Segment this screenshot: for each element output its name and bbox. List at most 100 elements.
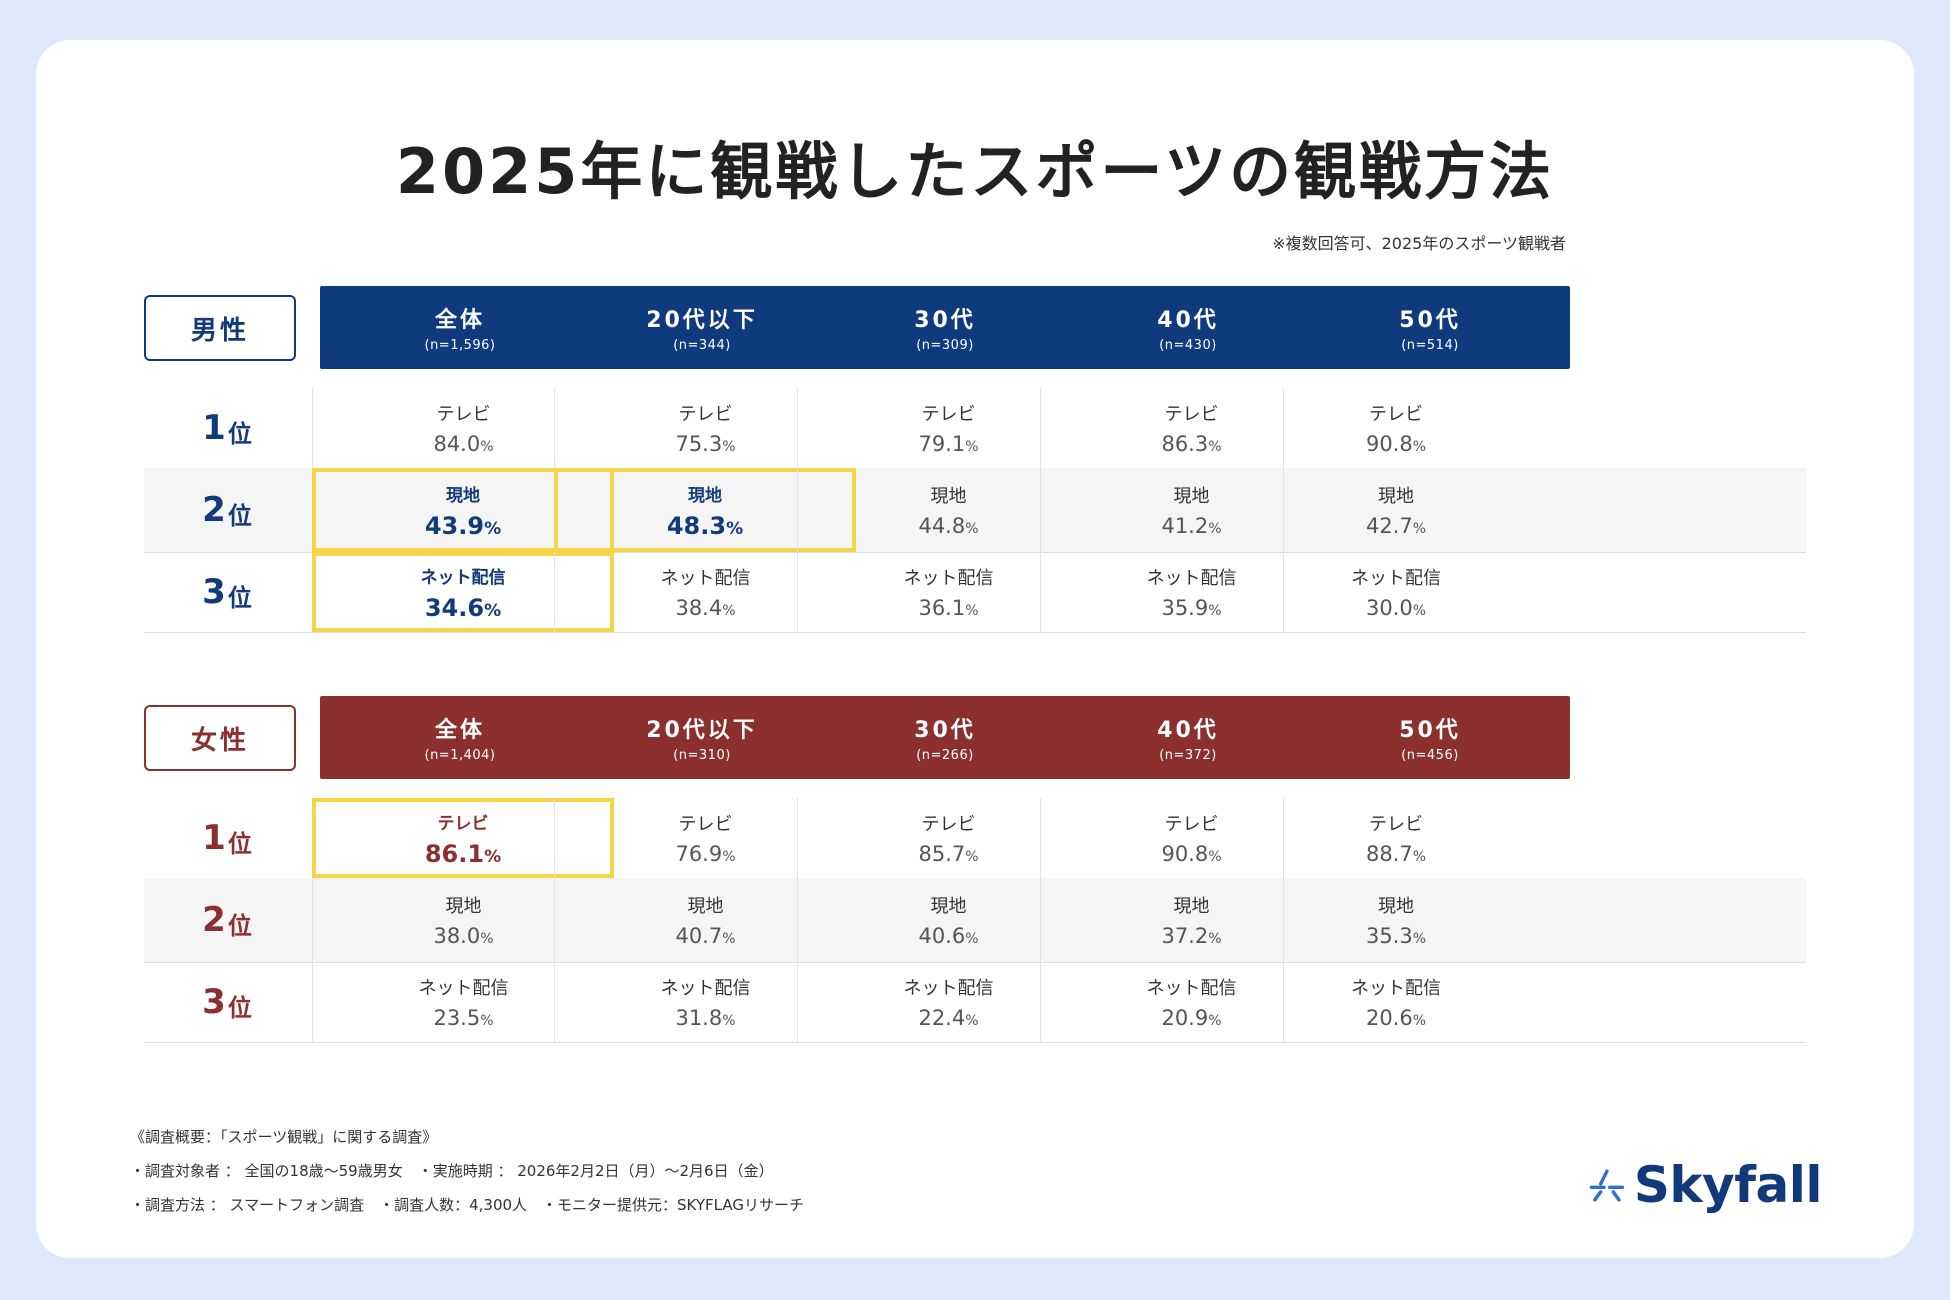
method-label: 現地 bbox=[1173, 486, 1210, 507]
percent-number: 20.6 bbox=[1365, 1006, 1413, 1030]
percent-number: 42.7 bbox=[1365, 514, 1413, 538]
sample-size: (n=266) bbox=[916, 748, 974, 763]
method-label: テレビ bbox=[1369, 814, 1423, 835]
percent-number: 35.9 bbox=[1161, 596, 1209, 620]
column-header: 50代 (n=456) bbox=[1290, 696, 1570, 779]
method-label: テレビ bbox=[436, 404, 491, 425]
rank-number: 1 bbox=[202, 818, 226, 858]
sample-size: (n=309) bbox=[916, 338, 974, 353]
column-header: 20代以下 (n=310) bbox=[562, 696, 842, 779]
percent-value: 86.3% bbox=[1161, 432, 1221, 456]
rank-suffix: 位 bbox=[227, 419, 252, 448]
percent-unit: % bbox=[1412, 931, 1427, 947]
method-label: 現地 bbox=[930, 486, 967, 507]
percent-value: 30.0% bbox=[1366, 596, 1426, 620]
page-title: 2025年に観戦したスポーツの観戦方法 bbox=[381, 134, 1569, 210]
rank-suffix: 位 bbox=[227, 829, 252, 858]
rank-row: 1 位 テレビ 86.1% テレビ 76.9% テレビ 85.7% テレビ 90.8% テレビ 88.… bbox=[144, 798, 1806, 879]
percent-number: 40.7 bbox=[675, 924, 723, 948]
percent-number: 22.4 bbox=[918, 1006, 966, 1030]
data-cell: ネット配信 35.9% bbox=[1040, 552, 1342, 632]
method-label: ネット配信 bbox=[418, 978, 509, 999]
highlighted-data-cell: ネット配信 34.6% bbox=[312, 552, 614, 632]
percent-value: 44.8% bbox=[918, 514, 978, 538]
rank-suffix: 位 bbox=[227, 583, 252, 612]
method-label: ネット配信 bbox=[660, 568, 751, 589]
percent-number: 30.0 bbox=[1365, 596, 1413, 620]
percent-value: 41.2% bbox=[1161, 514, 1221, 538]
percent-number: 86.3 bbox=[1161, 432, 1209, 456]
percent-value: 88.7% bbox=[1366, 842, 1426, 866]
data-cell: 現地 41.2% bbox=[1040, 468, 1342, 552]
data-cell: テレビ 88.7% bbox=[1283, 798, 1508, 878]
percent-unit: % bbox=[1208, 849, 1222, 865]
percent-number: 38.4 bbox=[675, 596, 723, 620]
percent-unit: % bbox=[1412, 439, 1427, 455]
column-label: 全体 bbox=[434, 308, 485, 333]
percent-unit: % bbox=[484, 600, 502, 621]
method-label: ネット配信 bbox=[660, 978, 751, 999]
rank-row: 1 位 テレビ 84.0% テレビ 75.3% テレビ 79.1% テレビ 86.3% テレビ 90.… bbox=[144, 388, 1806, 469]
percent-value: 75.3% bbox=[675, 432, 735, 456]
percent-value: 36.1% bbox=[918, 596, 978, 620]
percent-value: 35.9% bbox=[1161, 596, 1221, 620]
column-label: 30代 bbox=[914, 308, 976, 333]
percent-number: 31.8 bbox=[675, 1006, 723, 1030]
sample-size: (n=1,596) bbox=[424, 338, 496, 353]
percent-number: 41.2 bbox=[1161, 514, 1209, 538]
percent-unit: % bbox=[1412, 849, 1427, 865]
data-cell: ネット配信 31.8% bbox=[554, 962, 856, 1042]
percent-unit: % bbox=[1412, 521, 1427, 537]
percent-number: 79.1 bbox=[918, 432, 966, 456]
method-label: 現地 bbox=[687, 896, 724, 917]
data-cell: テレビ 86.3% bbox=[1040, 388, 1342, 468]
footer-line-2: ・調査対象者 ： 全国の18歳～59歳男女 ・実施時期 ： 2026年2月2日（… bbox=[130, 1162, 774, 1180]
rank-row: 2 位現地 43.9% 現地 48.3% 現地 44.8% 現地 41.2% 現地 42.7% bbox=[144, 468, 1806, 553]
method-label: ネット配信 bbox=[1351, 568, 1441, 589]
percent-value: 76.9% bbox=[675, 842, 735, 866]
highlighted-data-cell: 現地 43.9% bbox=[312, 468, 614, 552]
sample-size: (n=372) bbox=[1159, 748, 1217, 763]
column-header: 30代 (n=309) bbox=[805, 286, 1085, 369]
percent-number: 84.0 bbox=[433, 432, 481, 456]
method-label: 現地 bbox=[1173, 896, 1210, 917]
data-cell: テレビ 76.9% bbox=[554, 798, 856, 878]
method-label: ネット配信 bbox=[420, 567, 506, 588]
method-label: ネット配信 bbox=[903, 978, 994, 999]
rank-number: 2 bbox=[202, 900, 226, 940]
rank-suffix: 位 bbox=[227, 911, 252, 940]
percent-number: 38.0 bbox=[433, 924, 481, 948]
percent-unit: % bbox=[1208, 439, 1222, 455]
percent-value: 38.0% bbox=[433, 924, 493, 948]
method-label: 現地 bbox=[445, 896, 482, 917]
logo-text: Skyfall bbox=[1633, 1156, 1823, 1214]
column-label: 40代 bbox=[1157, 308, 1219, 333]
data-cell: 現地 40.7% bbox=[554, 878, 856, 962]
percent-unit: % bbox=[722, 1013, 736, 1029]
column-label: 50代 bbox=[1399, 718, 1461, 743]
percent-number: 44.8 bbox=[918, 514, 966, 538]
percent-number: 23.5 bbox=[433, 1006, 481, 1030]
sample-size: (n=344) bbox=[673, 338, 731, 353]
method-label: テレビ bbox=[678, 814, 733, 835]
data-cell: テレビ 90.8% bbox=[1283, 388, 1508, 468]
percent-unit: % bbox=[1208, 931, 1222, 947]
gender-label: 男性 bbox=[144, 295, 296, 361]
percent-unit: % bbox=[965, 1013, 979, 1029]
skyfall-star-icon bbox=[1589, 1169, 1625, 1202]
method-label: テレビ bbox=[921, 404, 976, 425]
percent-unit: % bbox=[965, 603, 979, 619]
percent-unit: % bbox=[965, 931, 979, 947]
percent-value: 40.7% bbox=[675, 924, 735, 948]
column-header: 40代 (n=372) bbox=[1048, 696, 1328, 779]
percent-value: 42.7% bbox=[1366, 514, 1426, 538]
data-cell: テレビ 75.3% bbox=[554, 388, 856, 468]
column-header: 40代 (n=430) bbox=[1048, 286, 1328, 369]
percent-value: 22.4% bbox=[918, 1006, 978, 1030]
data-cell: ネット配信 23.5% bbox=[312, 962, 614, 1042]
percent-value: 20.9% bbox=[1161, 1006, 1221, 1030]
percent-unit: % bbox=[1412, 1013, 1427, 1029]
data-cell: 現地 38.0% bbox=[312, 878, 614, 962]
